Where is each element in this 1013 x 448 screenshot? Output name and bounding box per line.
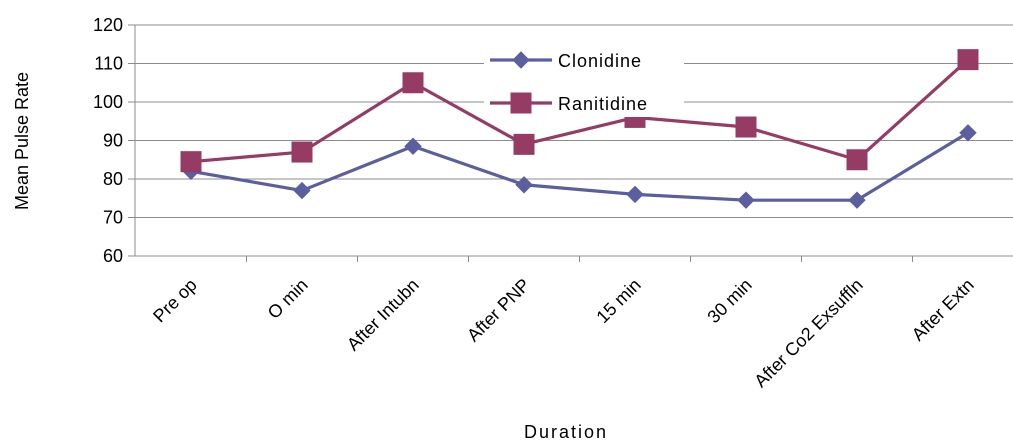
square-point <box>513 133 535 155</box>
square-point <box>180 151 202 173</box>
series-line <box>190 58 970 164</box>
y-tick-label: 80 <box>103 169 123 189</box>
x-tick-label: 30 min <box>703 275 755 327</box>
square-point <box>291 141 313 163</box>
x-tick-label: After Extn <box>908 275 978 345</box>
x-axis-title: Duration <box>524 422 608 442</box>
diamond-point <box>293 181 311 200</box>
x-tick-label: After Co2 Exsuffln <box>750 275 866 391</box>
y-tick-label: 100 <box>93 92 123 112</box>
axes <box>128 24 913 262</box>
legend-marker <box>512 51 530 69</box>
diamond-point <box>404 137 422 155</box>
x-tick-label: O min <box>264 275 312 323</box>
series-ranitidine <box>180 49 979 173</box>
x-tick-label: 15 min <box>592 275 644 327</box>
diamond-point <box>515 176 533 194</box>
y-tick-label: 60 <box>103 246 123 266</box>
y-tick-label: 90 <box>103 131 123 151</box>
square-point <box>957 49 979 71</box>
legend-label: Ranitidine <box>558 94 648 114</box>
y-tick-label: 110 <box>94 54 123 74</box>
y-tick-labels: 60 70 80 90 100 110 120 <box>93 15 123 266</box>
y-axis-title: Mean Pulse Rate <box>12 72 32 210</box>
y-tick-label: 120 <box>93 15 123 35</box>
square-point <box>735 116 757 138</box>
x-tick-label: After Intubn <box>343 275 423 355</box>
diamond-point <box>737 191 755 209</box>
diamond-point <box>626 185 644 204</box>
series-line <box>190 131 969 202</box>
diamond-point <box>848 191 866 209</box>
diamond-point <box>959 124 977 142</box>
legend-label: Clonidine <box>558 51 642 71</box>
x-tick-label: Pre op <box>149 275 201 327</box>
series <box>180 49 979 209</box>
legend-item-clonidine: Clonidine <box>484 46 684 74</box>
square-point <box>846 149 868 171</box>
legend-item-ranitidine: Ranitidine <box>484 89 684 117</box>
legend: Clonidine Ranitidine <box>484 46 684 117</box>
y-tick-label: 70 <box>103 208 123 228</box>
square-point <box>402 72 424 94</box>
legend-marker <box>510 92 532 114</box>
x-tick-labels: Pre op O min After Intubn After PNP 15 min 30… <box>149 275 978 391</box>
x-tick-label: After PNP <box>463 275 534 346</box>
